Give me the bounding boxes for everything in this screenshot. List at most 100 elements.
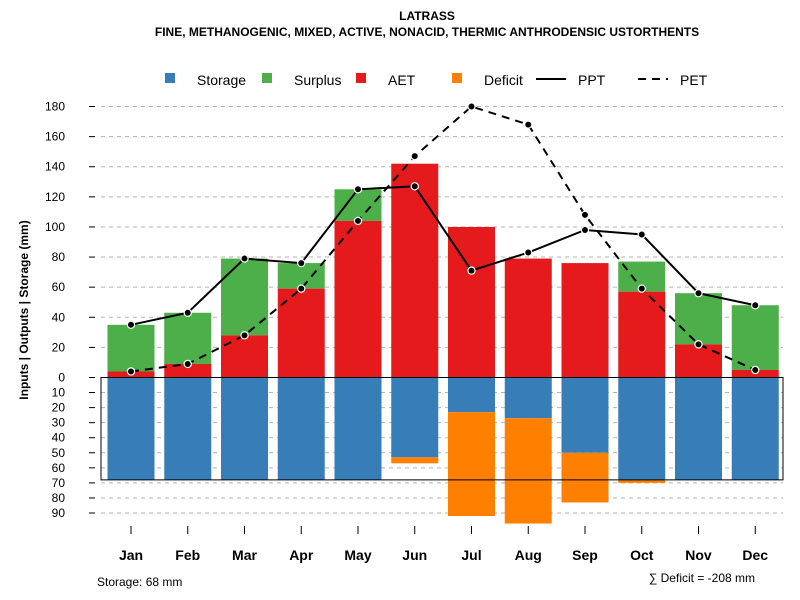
ppt-point-oct: [637, 230, 646, 239]
y-tick-label-lower-80: 80: [52, 491, 66, 505]
storage-bar-apr: [277, 377, 325, 480]
surplus-bar-apr: [277, 263, 325, 289]
deficit-note: ∑ Deficit = -208 mm: [649, 571, 755, 585]
pet-point-jul: [467, 102, 476, 111]
surplus-bar-dec: [731, 305, 779, 370]
x-tick-label-jun: Jun: [402, 547, 427, 563]
legend-label-surplus: Surplus: [294, 72, 341, 88]
y-tick-label-lower-90: 90: [52, 506, 66, 520]
y-tick-label-lower-60: 60: [52, 461, 66, 475]
x-tick-label-feb: Feb: [175, 547, 200, 563]
deficit-bar-sep: [561, 452, 609, 503]
surplus-bar-mar: [221, 258, 268, 336]
y-tick-label-lower-40: 40: [52, 431, 66, 445]
y-tick-label-lower-10: 10: [52, 386, 66, 400]
lines: [126, 102, 760, 376]
bars: [100, 163, 784, 524]
legend-label-ppt: PPT: [578, 72, 606, 88]
pet-point-dec: [751, 365, 760, 375]
aet-bar-aug: [504, 258, 552, 378]
storage-bar-nov: [675, 377, 722, 480]
x-tick-label-aug: Aug: [515, 547, 542, 563]
ppt-point-mar: [240, 254, 249, 263]
pet-point-oct: [637, 284, 646, 293]
x-tick-label-sep: Sep: [572, 547, 598, 563]
aet-bar-jul: [448, 226, 495, 378]
pet-point-may: [353, 216, 363, 226]
aet-bar-oct: [618, 291, 666, 378]
x-tick-label-oct: Oct: [630, 547, 654, 563]
storage-bar-jun: [391, 377, 439, 458]
pet-point-jun: [410, 151, 419, 161]
ppt-point-jan: [126, 320, 136, 330]
aet-bar-apr: [277, 288, 325, 378]
ppt-point-apr: [297, 258, 306, 268]
surplus-bar-jan: [107, 324, 155, 372]
surplus-bar-nov: [675, 293, 722, 345]
x-tick-label-apr: Apr: [289, 547, 314, 563]
y-tick-label-upper-60: 60: [52, 280, 66, 294]
aet-bar-feb: [164, 363, 212, 378]
deficit-bar-jun: [391, 457, 439, 464]
x-tick-label-nov: Nov: [685, 547, 712, 563]
gridlines: [101, 106, 783, 514]
pet-point-aug: [524, 120, 533, 129]
storage-bar-jan: [107, 377, 155, 480]
legend-swatch-aet: [356, 73, 366, 83]
deficit-bar-aug: [504, 418, 552, 524]
pet-point-jan: [126, 367, 136, 376]
y-tick-label-lower-20: 20: [52, 401, 66, 415]
pet-point-sep: [580, 210, 590, 220]
x-tick-label-dec: Dec: [742, 547, 768, 563]
ppt-point-aug: [524, 248, 533, 257]
chart-title: LATRASS: [399, 9, 455, 23]
ppt-point-jul: [467, 266, 476, 275]
y-tick-label-upper-160: 160: [45, 130, 65, 144]
x-tick-label-jul: Jul: [461, 547, 481, 563]
ppt-point-feb: [183, 308, 192, 317]
pet-point-apr: [297, 284, 306, 293]
y-tick-label-upper-120: 120: [45, 190, 65, 204]
y-tick-label-upper-20: 20: [52, 340, 66, 354]
y-tick-label-upper-180: 180: [45, 100, 65, 114]
legend: Storage Surplus AET Deficit PPT PET: [165, 72, 708, 88]
ppt-point-may: [353, 185, 363, 194]
x-tick-label-mar: Mar: [232, 547, 257, 563]
legend-label-storage: Storage: [197, 72, 246, 88]
pet-line: [130, 105, 756, 373]
legend-swatch-storage: [165, 73, 175, 83]
axes: 0204060801001201401601801020304050607080…: [45, 100, 768, 564]
storage-bar-mar: [221, 377, 268, 480]
x-tick-label-jan: Jan: [119, 547, 143, 563]
ppt-point-dec: [751, 301, 760, 310]
pet-point-nov: [694, 340, 703, 349]
legend-label-aet: AET: [388, 72, 416, 88]
y-tick-label-upper-140: 140: [45, 160, 65, 174]
y-tick-label-upper-100: 100: [45, 220, 65, 234]
storage-bar-sep: [561, 377, 609, 453]
y-tick-label-upper-40: 40: [52, 310, 66, 324]
aet-bar-may: [334, 220, 382, 378]
ppt-point-nov: [694, 288, 703, 298]
y-tick-label-upper-80: 80: [52, 250, 66, 264]
legend-label-deficit: Deficit: [484, 72, 523, 88]
ppt-line: [130, 185, 756, 326]
storage-note: Storage: 68 mm: [97, 575, 182, 589]
y-tick-label-lower-30: 30: [52, 416, 66, 430]
legend-label-pet: PET: [680, 72, 708, 88]
storage-bar-dec: [731, 377, 779, 480]
chart-subtitle: FINE, METHANOGENIC, MIXED, ACTIVE, NONAC…: [155, 25, 699, 39]
y-axis-label: Inputs | Outputs | Storage (mm): [17, 220, 31, 399]
aet-bar-mar: [221, 335, 268, 378]
pet-point-mar: [240, 331, 249, 340]
aet-bar-nov: [675, 344, 722, 378]
pet-point-feb: [183, 359, 192, 369]
ppt-point-jun: [410, 182, 419, 191]
ppt-point-sep: [580, 225, 590, 235]
deficit-bar-oct: [618, 479, 666, 483]
surplus-bar-may: [334, 189, 382, 221]
deficit-bar-jul: [448, 412, 495, 517]
legend-swatch-deficit: [452, 73, 462, 83]
aet-bar-jun: [391, 163, 439, 378]
storage-bar-feb: [164, 377, 212, 480]
